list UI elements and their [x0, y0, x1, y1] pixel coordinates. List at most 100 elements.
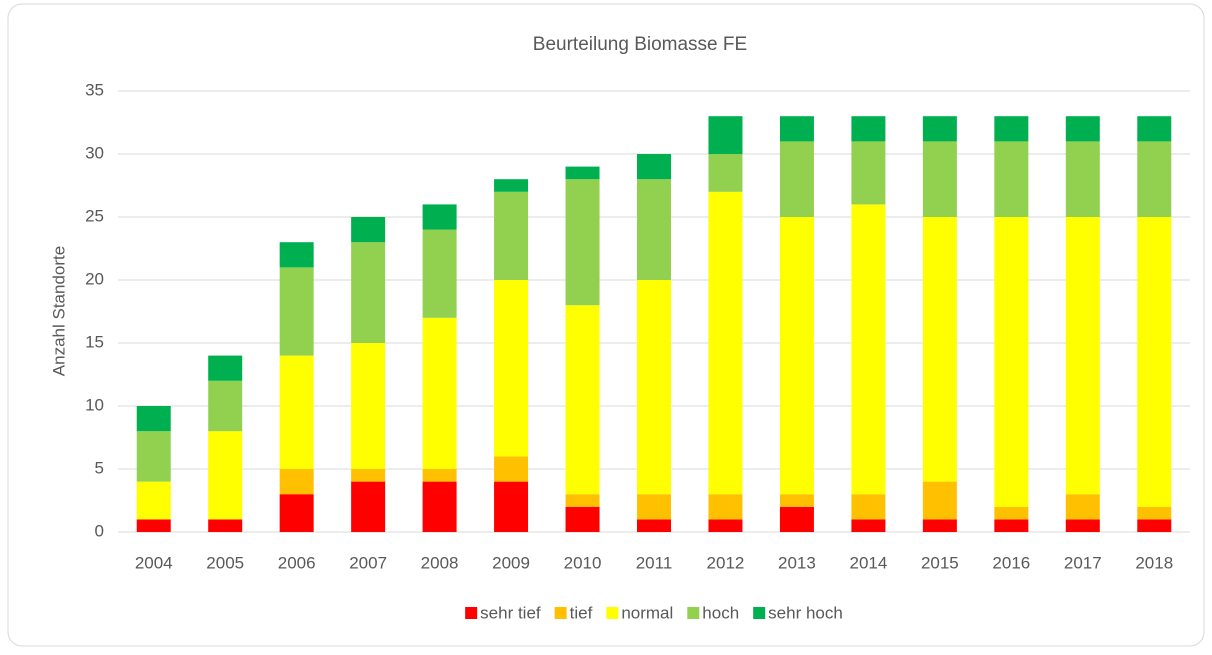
bar-segment — [136, 431, 171, 482]
bar-segment — [1137, 141, 1172, 217]
legend-label: normal — [621, 603, 673, 622]
bar-segment — [279, 469, 314, 495]
bar-segment — [279, 267, 314, 356]
bar-segment — [494, 280, 529, 457]
bar-segment — [637, 154, 671, 180]
bar-segment — [851, 141, 886, 205]
bar-segment — [994, 217, 1029, 507]
bar-segment — [351, 217, 386, 243]
legend-label: sehr tief — [480, 603, 541, 622]
x-tick-label: 2008 — [421, 553, 459, 572]
bar-segment — [136, 519, 171, 532]
bar-segment — [922, 116, 957, 142]
bar-segment — [422, 229, 457, 318]
legend-swatch — [465, 607, 478, 619]
legend-swatch — [687, 607, 700, 619]
bar-segment — [1065, 494, 1100, 520]
bar-segment — [922, 519, 957, 532]
bar-segment — [279, 355, 314, 469]
bar-segment — [1065, 519, 1100, 532]
bar-segment — [1137, 519, 1172, 532]
y-axis-label: Anzahl Standorte — [49, 246, 68, 376]
bar-segment — [637, 179, 671, 280]
bar-segment — [422, 481, 457, 532]
bar-segment — [637, 519, 671, 532]
y-tick-label: 15 — [85, 332, 104, 351]
bar-segment — [851, 204, 886, 495]
x-tick-label: 2017 — [1064, 553, 1102, 572]
bar-segment — [136, 481, 171, 520]
bar-segment — [565, 179, 600, 306]
x-tick-label: 2006 — [278, 553, 316, 572]
bar-segment — [422, 204, 457, 230]
bar-segment — [351, 481, 386, 532]
bar-segment — [708, 191, 743, 495]
y-tick-label: 10 — [85, 395, 104, 414]
bar-segment — [779, 116, 814, 142]
bar-segment — [1065, 141, 1100, 217]
bar-segment — [351, 242, 386, 343]
x-tick-label: 2013 — [778, 553, 816, 572]
bar-segment — [351, 469, 386, 482]
bar-segment — [994, 141, 1029, 217]
x-tick-label: 2005 — [206, 553, 244, 572]
bar-segment — [994, 506, 1029, 520]
bar-segment — [994, 519, 1029, 532]
bar-segment — [1065, 217, 1100, 495]
legend-swatch — [753, 607, 766, 619]
bar-segment — [779, 506, 814, 532]
bar-segment — [1137, 217, 1172, 507]
chart-title: Beurteilung Biomasse FE — [533, 34, 747, 55]
bar-segment — [922, 481, 957, 520]
bar-segment — [851, 519, 886, 532]
bar-segment — [851, 116, 886, 142]
bar-segment — [851, 494, 886, 520]
bar-segment — [208, 519, 243, 532]
bar-segment — [708, 154, 743, 192]
bar-segment — [494, 191, 529, 280]
x-tick-label: 2009 — [492, 553, 530, 572]
bar-segment — [708, 494, 743, 520]
bar-segment — [637, 280, 671, 495]
bar-segment — [208, 355, 243, 381]
x-tick-label: 2016 — [992, 553, 1030, 572]
y-tick-label: 20 — [85, 269, 104, 288]
y-tick-label: 5 — [95, 458, 104, 477]
bar-segment — [422, 469, 457, 482]
bar-segment — [565, 494, 600, 507]
x-tick-label: 2012 — [707, 553, 745, 572]
bar-segment — [279, 242, 314, 268]
bar-segment — [279, 494, 314, 532]
bar-segment — [565, 506, 600, 532]
y-tick-label: 30 — [85, 143, 104, 162]
legend-label: hoch — [702, 603, 739, 622]
bar-segment — [422, 317, 457, 469]
bar-segment — [708, 519, 743, 532]
bar-segment — [779, 217, 814, 495]
legend-label: sehr hoch — [768, 603, 843, 622]
bar-segment — [494, 456, 529, 482]
bar-segment — [708, 116, 743, 154]
x-tick-label: 2015 — [921, 553, 959, 572]
bar-segment — [779, 141, 814, 217]
bar-segment — [565, 166, 600, 180]
x-tick-label: 2010 — [564, 553, 602, 572]
bar-segment — [637, 494, 671, 520]
bar-segment — [565, 305, 600, 495]
bar-segment — [922, 141, 957, 217]
legend-swatch — [606, 607, 619, 619]
x-tick-label: 2007 — [349, 553, 387, 572]
y-tick-label: 0 — [95, 521, 104, 540]
bar-segment — [922, 217, 957, 482]
bar-segment — [208, 431, 243, 520]
bar-segment — [1065, 116, 1100, 142]
x-tick-label: 2004 — [135, 553, 173, 572]
bar-segment — [494, 179, 529, 192]
bar-segment — [208, 380, 243, 432]
bar-segment — [779, 494, 814, 507]
y-tick-label: 25 — [85, 206, 104, 225]
legend-swatch — [554, 607, 567, 619]
bar-segment — [351, 343, 386, 469]
legend-label: tief — [570, 603, 593, 622]
